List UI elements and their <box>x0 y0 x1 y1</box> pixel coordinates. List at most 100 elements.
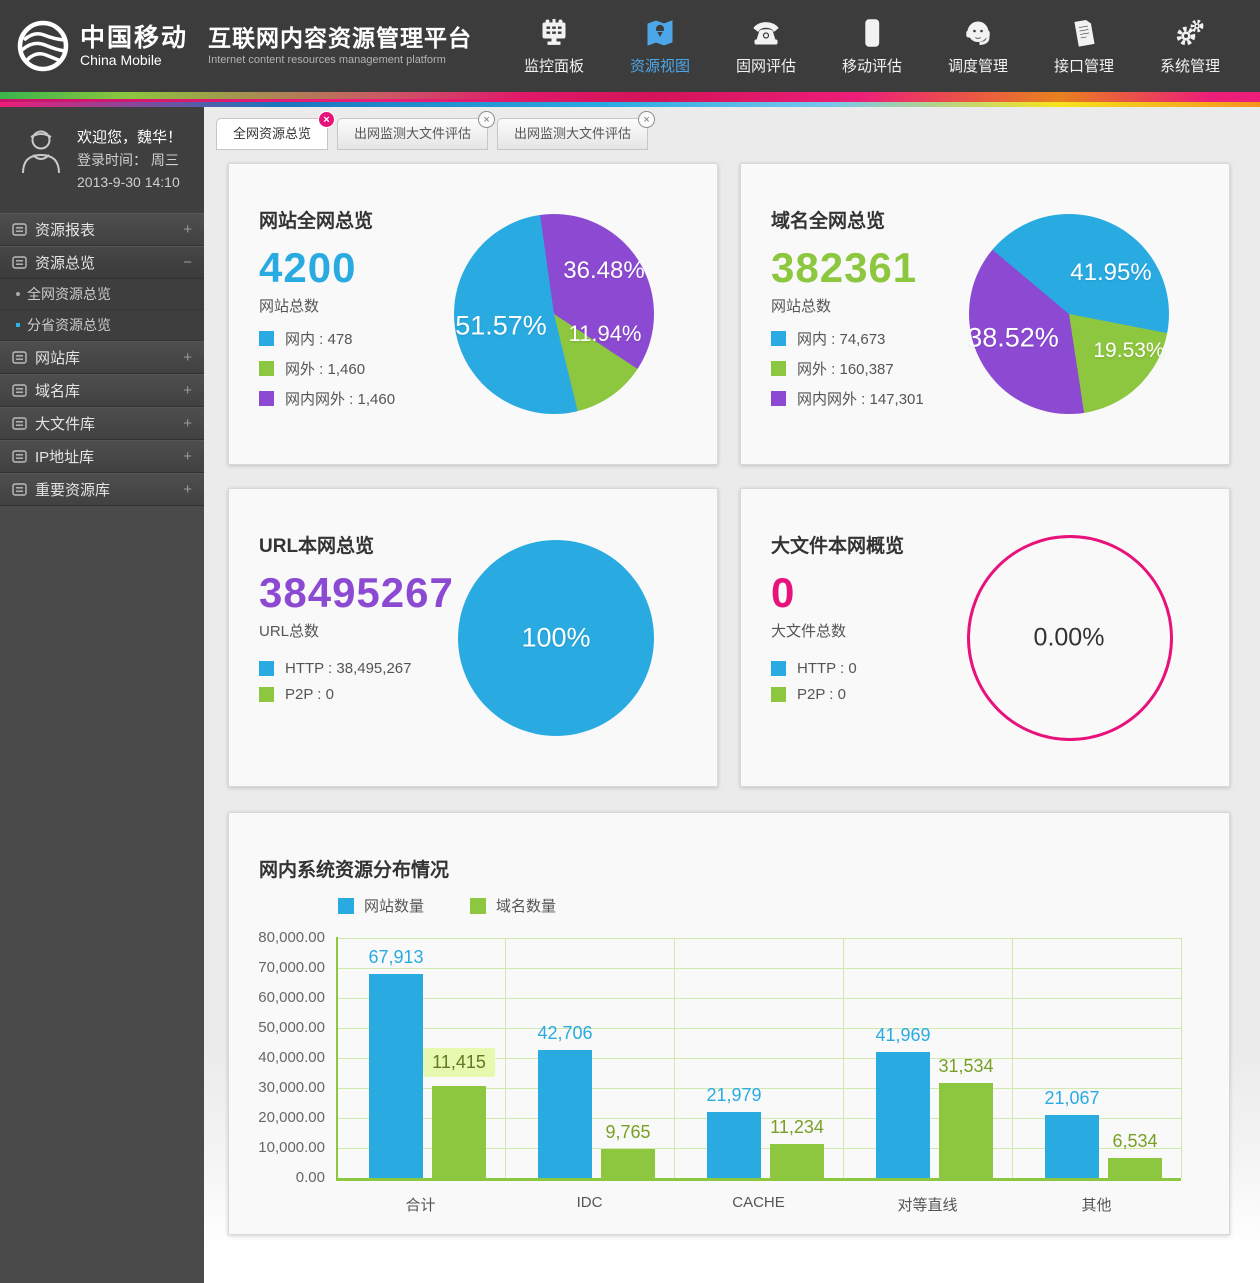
bar-chart-canvas: 80,000.00 70,000.00 60,000.00 50,000.00 40,0… <box>229 813 1229 1234</box>
bar-网站数量 <box>538 1050 592 1178</box>
legend-item: 网内网外 : 147,301 <box>771 388 924 409</box>
legend-item: P2P : 0 <box>771 686 857 703</box>
sidebar-item-resource-reports[interactable]: 资源报表 + <box>0 213 204 246</box>
brand: 中国移动 China Mobile 互联网内容资源管理平台 Internet c… <box>16 19 472 73</box>
main-content: 全网资源总览 × 出网监测大文件评估 × 出网监测大文件评估 × 网站全网总览 … <box>204 107 1260 1283</box>
pie-slice-label: 38.52% <box>967 322 1059 353</box>
china-mobile-logo <box>17 20 69 72</box>
close-icon[interactable]: × <box>478 111 496 128</box>
tab-outbound-bigfile-eval-1[interactable]: 出网监测大文件评估 × <box>337 111 496 150</box>
expand-icon[interactable]: + <box>183 448 192 465</box>
operator-icon <box>942 16 1014 48</box>
legend-item: 网内 : 478 <box>259 328 395 349</box>
sidebar-subitem-province-overview[interactable]: 分省资源总览 <box>0 310 204 341</box>
nav-item-interface-management[interactable]: 接口管理 <box>1048 16 1120 76</box>
expand-icon[interactable]: + <box>183 415 192 432</box>
legend-item: 网外 : 160,387 <box>771 358 924 379</box>
bullet-icon <box>16 323 20 327</box>
x-axis-category-label: IDC <box>576 1194 603 1211</box>
dashboard-icon <box>518 16 590 48</box>
y-axis-line <box>336 937 338 1179</box>
expand-icon[interactable]: + <box>183 221 192 238</box>
legend: HTTP : 38,495,267 P2P : 0 <box>259 660 411 712</box>
login-time-value: 2013-9-30 14:10 <box>77 174 180 190</box>
gridline-horizontal <box>336 968 1181 969</box>
nav-item-mobile-eval[interactable]: 移动评估 <box>836 16 908 76</box>
document-icon <box>12 351 27 364</box>
sidebar-item-resource-overview[interactable]: 资源总览 − <box>0 246 204 279</box>
y-axis-tick-label: 70,000.00 <box>258 959 325 976</box>
top-nav: 监控面板 资源视图 <box>518 16 1226 76</box>
nav-item-dashboard[interactable]: 监控面板 <box>518 16 590 76</box>
pie-slice-label: 41.95% <box>1070 259 1152 286</box>
website-total-count: 4200 <box>259 244 357 291</box>
tab-outbound-bigfile-eval-2[interactable]: 出网监测大文件评估 × <box>497 111 656 150</box>
gridline-horizontal <box>336 998 1181 999</box>
legend-item: HTTP : 38,495,267 <box>259 660 411 677</box>
pie-slice-label: 11.94% <box>568 321 642 346</box>
y-axis-tick-label: 10,000.00 <box>258 1139 325 1156</box>
gridline-vertical <box>1012 938 1013 1178</box>
document-icon <box>12 417 27 430</box>
panel-title: 网内系统资源分布情况 <box>259 859 450 881</box>
bar-域名数量 <box>939 1083 993 1178</box>
domain-total-count: 382361 <box>771 244 918 291</box>
expand-icon[interactable]: + <box>183 382 192 399</box>
y-axis-tick-label: 40,000.00 <box>258 1049 325 1066</box>
panel-title: 域名全网总览 <box>771 210 886 232</box>
nav-item-resource-view[interactable]: 资源视图 <box>624 16 696 76</box>
bullet-icon <box>16 292 20 296</box>
user-box: 欢迎您，魏华！ 登录时间： 周三 2013-9-30 14:10 <box>0 107 204 213</box>
nav-item-dispatch-management[interactable]: 调度管理 <box>942 16 1014 76</box>
tab-network-wide-overview[interactable]: 全网资源总览 × <box>216 111 336 150</box>
panel-domain-overview: 域名全网总览 382361 网站总数 网内 : 74,673 网外 : 160,… <box>740 163 1230 465</box>
swatch-purple <box>259 391 274 406</box>
bar-网站数量 <box>707 1112 761 1178</box>
bar-value-label: 6,534 <box>1112 1131 1158 1151</box>
pie-slice-label: 36.48% <box>563 257 645 284</box>
legend: 网内 : 74,673 网外 : 160,387 网内网外 : 147,301 <box>771 328 924 418</box>
expand-icon[interactable]: + <box>183 481 192 498</box>
sidebar-item-domain-library[interactable]: 域名库 + <box>0 374 204 407</box>
document-icon <box>12 450 27 463</box>
sidebar-item-website-library[interactable]: 网站库 + <box>0 341 204 374</box>
gridline-vertical <box>843 938 844 1178</box>
bigfile-total-count: 0 <box>771 569 796 616</box>
sidebar-item-important-resource-library[interactable]: 重要资源库 + <box>0 473 204 506</box>
nav-item-system-management[interactable]: 系统管理 <box>1154 16 1226 76</box>
gridline-horizontal <box>336 1028 1181 1029</box>
legend-item: P2P : 0 <box>259 686 411 703</box>
bar-value-label: 41,969 <box>875 1025 931 1045</box>
ring-center-label: 0.00% <box>1033 623 1105 652</box>
y-axis-tick-label: 30,000.00 <box>258 1079 325 1096</box>
bar-网站数量 <box>876 1052 930 1178</box>
sidebar-item-ip-library[interactable]: IP地址库 + <box>0 440 204 473</box>
sidebar-item-big-file-library[interactable]: 大文件库 + <box>0 407 204 440</box>
brand-name-en: China Mobile <box>80 51 162 68</box>
sidebar-subitem-network-wide-overview[interactable]: 全网资源总览 <box>0 279 204 310</box>
bar-域名数量 <box>1108 1158 1162 1178</box>
phone-icon <box>730 16 802 48</box>
ring-chart-bigfile <box>967 535 1173 741</box>
swatch-blue <box>771 661 786 676</box>
bar-value-label: 9,765 <box>605 1122 651 1142</box>
gridline-horizontal <box>336 938 1181 939</box>
x-axis-category-label: CACHE <box>732 1194 785 1211</box>
page-subtitle: Internet content resources management pl… <box>208 54 446 67</box>
website-total-label: 网站总数 <box>259 298 320 315</box>
bar-value-label: 11,234 <box>770 1117 824 1137</box>
expand-icon[interactable]: + <box>183 349 192 366</box>
collapse-icon[interactable]: − <box>183 254 192 271</box>
bar-域名数量 <box>432 1086 486 1178</box>
bar-value-label: 31,534 <box>938 1056 994 1076</box>
bar-网站数量 <box>369 974 423 1178</box>
close-icon[interactable]: × <box>638 111 656 128</box>
panel-title: 网站全网总览 <box>259 210 374 232</box>
close-icon[interactable]: × <box>318 111 336 128</box>
bar-value-label: 21,067 <box>1044 1088 1100 1108</box>
y-axis-tick-label: 20,000.00 <box>258 1109 325 1126</box>
bar-value-label: 67,913 <box>368 947 424 967</box>
nav-item-fixed-network-eval[interactable]: 固网评估 <box>730 16 802 76</box>
bar-value-label: 42,706 <box>537 1023 593 1043</box>
